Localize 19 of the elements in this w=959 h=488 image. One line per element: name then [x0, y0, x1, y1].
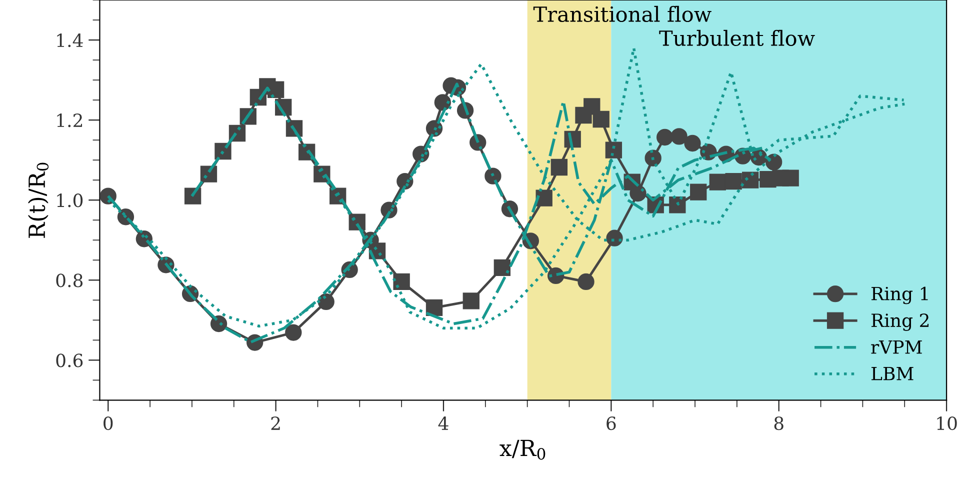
- legend-label: rVPM: [871, 340, 922, 354]
- y-tick-label: 1.2: [57, 114, 82, 128]
- x-tick-label: 6: [606, 416, 616, 430]
- y-axis-title: R(t)/R$_{0}$: [28, 162, 49, 238]
- x-tick-label: 10: [937, 416, 957, 430]
- x-tick-label: 4: [438, 416, 448, 430]
- legend-label: Ring 2: [871, 313, 929, 331]
- x-axis-title: x/R$_{0}$: [500, 440, 546, 460]
- x-tick-label: 8: [774, 416, 784, 430]
- y-tick-label: 1.4: [57, 33, 83, 48]
- legend-label: LBM: [871, 366, 914, 380]
- x-tick-label: 2: [271, 416, 280, 430]
- band-label: Turbulent flow: [659, 30, 815, 46]
- y-tick-label: 1.0: [57, 194, 83, 208]
- band-label: Transitional flow: [533, 6, 712, 22]
- y-tick-label: 0.6: [56, 354, 83, 368]
- x-tick-label: 0: [104, 416, 113, 430]
- y-tick-label: 0.8: [56, 274, 83, 288]
- legend-label: Ring 1: [871, 286, 928, 304]
